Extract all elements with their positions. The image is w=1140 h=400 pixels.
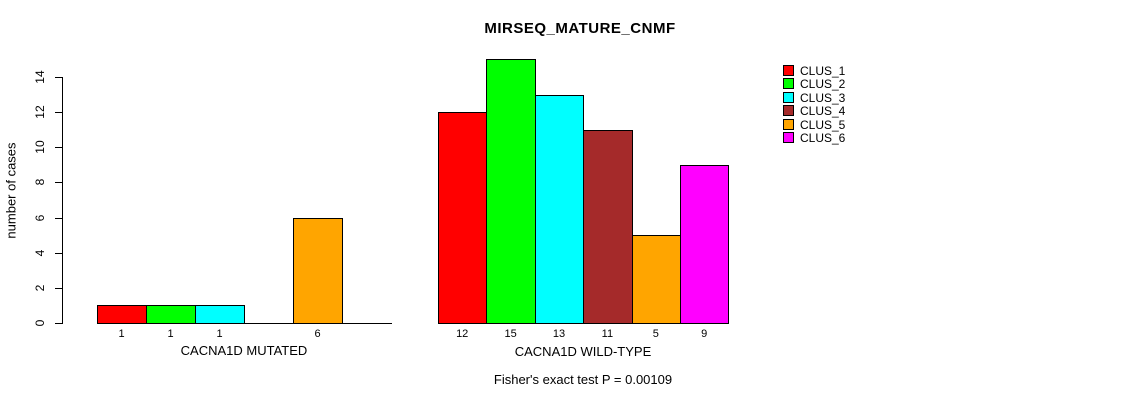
bar-clus_2 [146, 305, 196, 324]
bar-value-label: 11 [601, 328, 614, 340]
y-tick-label: 6 [33, 214, 47, 221]
y-axis-line [61, 77, 63, 324]
y-tick [54, 217, 62, 219]
y-axis-label: number of cases [3, 142, 19, 239]
bar-clus_1 [438, 112, 488, 324]
y-tick [54, 77, 62, 78]
bar-value-label: 5 [652, 328, 659, 340]
y-tick [54, 323, 62, 324]
group-label-wildtype: CACNA1D WILD-TYPE [514, 344, 652, 359]
y-tick [54, 147, 62, 149]
bar-value-label: 1 [167, 328, 174, 340]
group-label-mutated: CACNA1D MUTATED [180, 343, 308, 358]
bar-clus_3 [534, 94, 585, 324]
y-tick-label: 4 [33, 249, 47, 257]
bar-clus_5 [631, 235, 681, 324]
legend-swatch-clus_4 [783, 105, 794, 117]
bar-clus_5 [293, 217, 343, 324]
y-tick-label: 8 [33, 179, 47, 186]
y-tick-label: 0 [33, 319, 47, 327]
fisher-test-annotation: Fisher's exact test P = 0.00109 [493, 372, 673, 387]
legend-label-clus_3: CLUS_3 [800, 90, 846, 105]
y-tick [54, 182, 62, 184]
bar-value-label: 15 [504, 328, 517, 340]
y-tick-label: 10 [33, 140, 47, 154]
legend-label-clus_2: CLUS_2 [800, 77, 846, 92]
legend-label-clus_5: CLUS_5 [800, 117, 846, 132]
bar-clus_4 [583, 129, 633, 324]
y-tick-label: 12 [33, 105, 47, 119]
legend-label-clus_1: CLUS_1 [800, 64, 846, 78]
y-tick-label: 2 [33, 284, 47, 292]
legend-label-clus_4: CLUS_4 [800, 104, 846, 119]
legend-swatch-clus_5 [783, 118, 794, 130]
bar-value-label: 13 [552, 328, 566, 340]
legend-label-clus_6: CLUS_6 [800, 131, 846, 145]
y-tick [54, 287, 62, 289]
bar-value-label: 12 [456, 328, 469, 340]
legend-swatch-clus_1 [783, 65, 794, 76]
bar-clus_6 [680, 164, 730, 324]
bar-value-label: 9 [701, 328, 708, 340]
legend-swatch-clus_2 [783, 78, 794, 90]
chart-title: MIRSEQ_MATURE_CNMF [484, 20, 676, 37]
bar-clus_3 [195, 305, 245, 324]
bar-clus_2 [486, 59, 536, 324]
bar-value-label: 6 [314, 328, 321, 340]
legend-swatch-clus_3 [783, 91, 794, 103]
bar-clus_1 [97, 305, 147, 324]
y-tick-label: 14 [33, 70, 47, 84]
bar-value-label: 1 [216, 328, 223, 340]
bar-value-label: 1 [118, 328, 125, 340]
legend-swatch-clus_6 [783, 132, 794, 143]
y-tick [54, 112, 62, 114]
y-tick [54, 252, 62, 254]
